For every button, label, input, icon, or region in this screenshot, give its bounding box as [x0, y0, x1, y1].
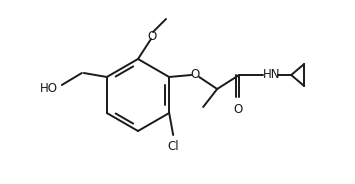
Text: HO: HO: [40, 82, 58, 95]
Text: O: O: [234, 103, 243, 116]
Text: HN: HN: [262, 68, 280, 82]
Text: Cl: Cl: [167, 140, 179, 153]
Text: O: O: [191, 68, 200, 82]
Text: O: O: [147, 29, 157, 43]
